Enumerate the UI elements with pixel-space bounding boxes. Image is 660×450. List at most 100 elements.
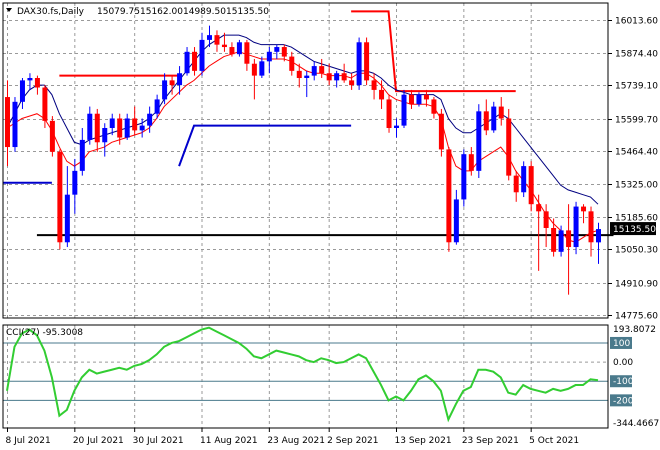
candle-body xyxy=(304,75,310,78)
candle-body xyxy=(596,229,601,243)
candle-body xyxy=(394,125,400,128)
candle-body xyxy=(117,118,123,138)
y-tick-label: 15739.10 xyxy=(615,82,658,92)
candle-body xyxy=(483,111,489,131)
candle-body xyxy=(109,118,115,128)
cci-tick-label: -344.4667 xyxy=(613,419,659,429)
y-tick-label: 14910.90 xyxy=(615,280,658,290)
candle-body xyxy=(446,149,452,243)
candle-body xyxy=(162,80,168,100)
level-line xyxy=(178,124,352,167)
candle-body xyxy=(94,113,100,143)
y-tick-label: 15599.70 xyxy=(615,116,658,126)
candle-body xyxy=(334,73,340,81)
cci-pane-frame xyxy=(2,324,609,429)
candle-body xyxy=(274,47,280,52)
candle-body xyxy=(408,94,414,105)
candle-body xyxy=(551,228,557,252)
x-tick-label: 20 Jul 2021 xyxy=(73,436,124,446)
candle-body xyxy=(416,94,422,105)
ohlc-open: 15079.75 xyxy=(97,7,140,17)
candle-body xyxy=(581,206,587,212)
candle-body xyxy=(177,73,183,86)
cci-level-box xyxy=(610,394,632,407)
candle-body xyxy=(401,94,407,126)
ohlc-low: 14989.50 xyxy=(183,7,226,17)
candle-body xyxy=(536,204,542,212)
current-price-box xyxy=(610,222,656,236)
candle-body xyxy=(289,56,295,71)
x-tick-label: 11 Aug 2021 xyxy=(200,436,258,446)
ohlc-header: 15079.75 15162.00 14989.50 15135.50 xyxy=(97,7,269,17)
cci-tick-label: 193.8072 xyxy=(613,325,656,335)
candle-body xyxy=(184,51,190,74)
price-series xyxy=(3,10,614,295)
candle-body xyxy=(251,63,257,76)
y-tick-label: 15874.40 xyxy=(615,50,658,60)
candle-body xyxy=(42,87,48,121)
ohlc-close: 15135.50 xyxy=(226,7,269,17)
x-tick-label: 13 Sep 2021 xyxy=(395,436,452,446)
candle-body xyxy=(87,113,93,140)
candle-body xyxy=(371,80,377,90)
candle-body xyxy=(139,125,145,131)
candle-body xyxy=(356,42,362,86)
candle-body xyxy=(491,106,497,131)
candle-body xyxy=(498,106,504,119)
x-tick-label: 2 Sep 2021 xyxy=(327,436,378,446)
candle-body xyxy=(573,206,579,248)
candle-body xyxy=(431,99,437,114)
price-pane-frame xyxy=(2,2,609,319)
cci-tick-label: 0.00 xyxy=(613,358,633,368)
candle-body xyxy=(386,99,392,128)
candle-body xyxy=(266,51,272,62)
candle-body xyxy=(326,73,332,81)
y-tick-label: 15325.00 xyxy=(615,181,658,191)
candle-body xyxy=(379,89,385,100)
candle-body xyxy=(19,80,25,102)
candle-body xyxy=(72,170,78,195)
candle-body xyxy=(57,151,63,243)
candle-body xyxy=(296,70,302,78)
candle-body xyxy=(124,118,130,138)
candle-body xyxy=(259,61,265,76)
candle-body xyxy=(349,80,355,86)
cci-level-box xyxy=(610,336,632,349)
cci-grid xyxy=(3,325,608,428)
candle-body xyxy=(438,113,444,150)
candle-body xyxy=(528,166,534,205)
red-moving-average xyxy=(6,51,599,243)
candle-body xyxy=(341,73,347,81)
y-tick-label: 15050.30 xyxy=(615,246,658,256)
candle-body xyxy=(221,44,227,48)
level-line xyxy=(351,10,516,93)
candle-body xyxy=(236,42,242,55)
candle-body xyxy=(27,78,33,81)
candle-body xyxy=(102,128,108,143)
y-tick-label: 15464.40 xyxy=(615,148,658,158)
cci-title: CCI(27) -95.3008 xyxy=(6,328,83,338)
candle-body xyxy=(558,230,564,252)
candle-body xyxy=(132,118,138,131)
candle-body xyxy=(147,113,153,126)
main-symbol-label: DAX30.fs,Daily xyxy=(17,7,85,17)
x-tick-label: 23 Sep 2021 xyxy=(462,436,519,446)
ohlc-high: 15162.00 xyxy=(140,7,183,17)
candle-body xyxy=(319,66,325,74)
candle-body xyxy=(214,35,220,45)
x-tick-label: 30 Jul 2021 xyxy=(133,436,184,446)
collapse-triangle-icon xyxy=(6,8,12,12)
cci-line xyxy=(6,326,599,423)
candle-body xyxy=(543,211,549,228)
candle-body xyxy=(461,154,467,200)
candle-body xyxy=(192,51,198,71)
candle-body xyxy=(521,166,527,193)
candle-body xyxy=(513,175,519,193)
price-grid xyxy=(3,3,608,318)
candle-body xyxy=(5,97,10,148)
x-tick-label: 8 Jul 2021 xyxy=(6,436,51,446)
candle-body xyxy=(281,47,287,57)
candle-body xyxy=(229,47,235,55)
